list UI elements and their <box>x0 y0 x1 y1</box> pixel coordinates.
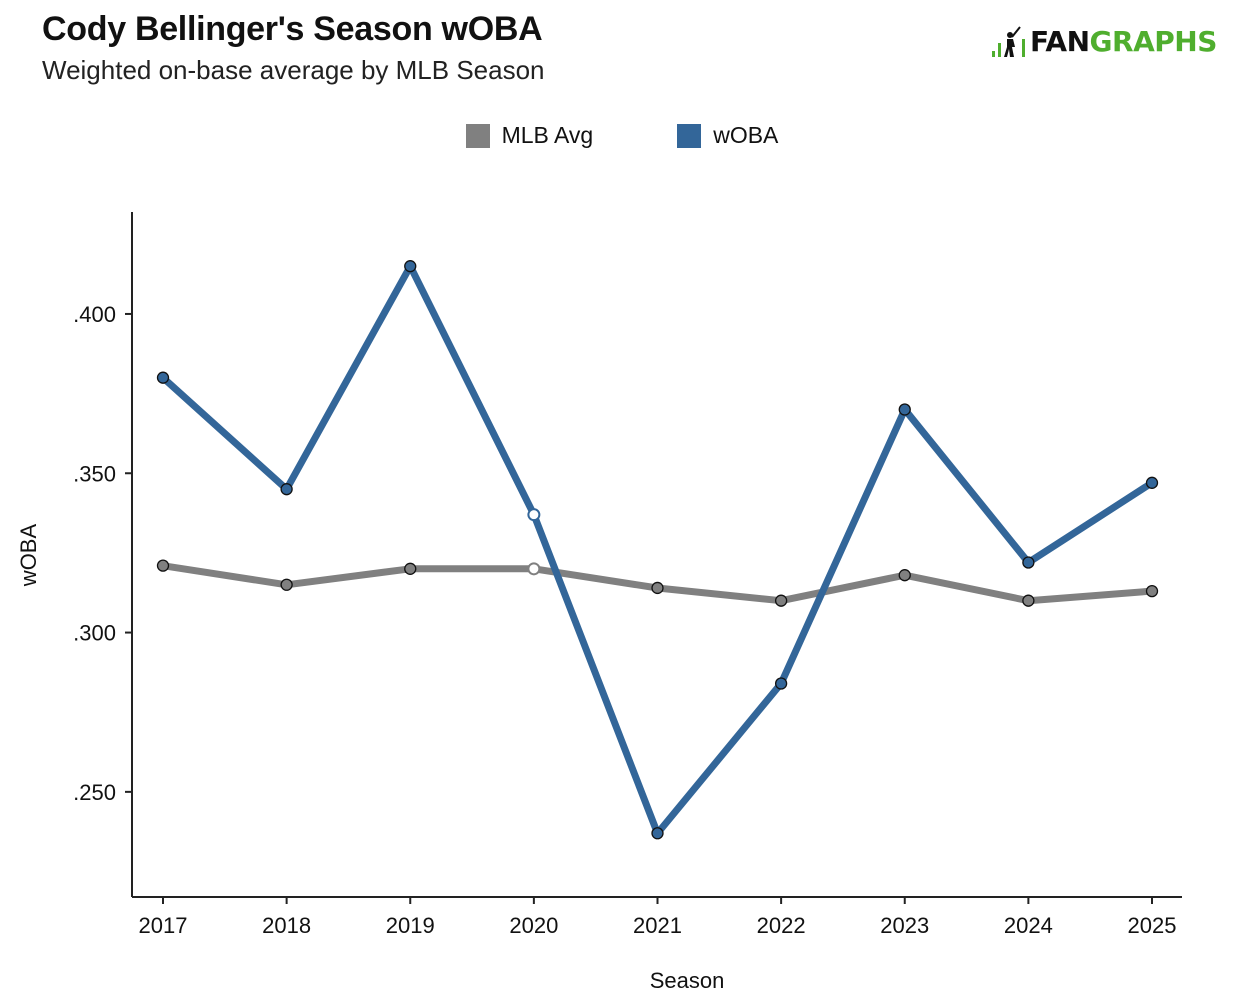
legend-label-mlb-avg: MLB Avg <box>501 122 594 148</box>
data-point-mlb-avg-2022 <box>774 594 788 607</box>
data-point-woba-2018 <box>280 483 293 496</box>
x-tick-label: 2021 <box>633 913 682 938</box>
data-point-woba-2025 <box>1145 476 1159 489</box>
data-point-mlb-avg-2023 <box>898 569 911 582</box>
data-point-woba-2020 <box>527 508 541 522</box>
y-tick-label: .350 <box>73 461 116 486</box>
data-point-woba-2019 <box>404 260 417 273</box>
data-point-mlb-avg-2019 <box>404 562 417 575</box>
series-line-woba <box>159 262 1156 837</box>
x-tick-label: 2020 <box>509 913 558 938</box>
data-point-mlb-avg-2021 <box>651 581 664 595</box>
data-point-woba-2021 <box>651 827 664 840</box>
logo-text-graphs: GRAPHS <box>1089 25 1218 58</box>
x-tick-label: 2017 <box>139 913 188 938</box>
chart-legend: MLB Avg wOBA <box>0 122 1244 149</box>
data-point-woba-2017 <box>156 371 170 384</box>
legend-label-woba: wOBA <box>713 122 779 148</box>
x-axis-title: Season <box>650 968 725 993</box>
data-point-mlb-avg-2018 <box>280 578 293 591</box>
legend-swatch-woba <box>677 123 702 148</box>
chart-title: Cody Bellinger's Season wOBA <box>42 10 543 48</box>
fangraphs-logo[interactable]: FANGRAPHS <box>990 24 1217 60</box>
x-tick-label: 2024 <box>1004 913 1053 938</box>
data-point-mlb-avg-2025 <box>1145 584 1159 598</box>
logo-text: FANGRAPHS <box>1030 25 1217 59</box>
y-tick-label: .400 <box>73 302 116 327</box>
x-tick-label: 2023 <box>880 913 929 938</box>
data-point-mlb-avg-2017 <box>156 559 170 572</box>
y-tick-label: .250 <box>73 780 116 805</box>
data-point-woba-2022 <box>774 677 788 690</box>
logo-text-fan: FAN <box>1030 25 1090 58</box>
legend-item-woba[interactable]: wOBA <box>637 122 778 149</box>
y-tick-label: .300 <box>73 621 116 646</box>
legend-swatch-mlb-avg <box>465 123 490 148</box>
chart-subtitle: Weighted on-base average by MLB Season <box>42 55 545 85</box>
data-point-mlb-avg-2024 <box>1022 594 1035 607</box>
batter-icon <box>992 26 1025 57</box>
data-point-woba-2023 <box>898 403 911 416</box>
x-tick-label: 2018 <box>262 913 311 938</box>
legend-item-mlb-avg[interactable]: MLB Avg <box>465 122 594 149</box>
y-axis-title: wOBA <box>16 524 41 588</box>
x-tick-label: 2025 <box>1128 913 1177 938</box>
data-point-mlb-avg-2020 <box>527 562 541 576</box>
data-point-woba-2024 <box>1022 556 1035 569</box>
x-tick-label: 2022 <box>757 913 806 938</box>
x-tick-label: 2019 <box>386 913 435 938</box>
